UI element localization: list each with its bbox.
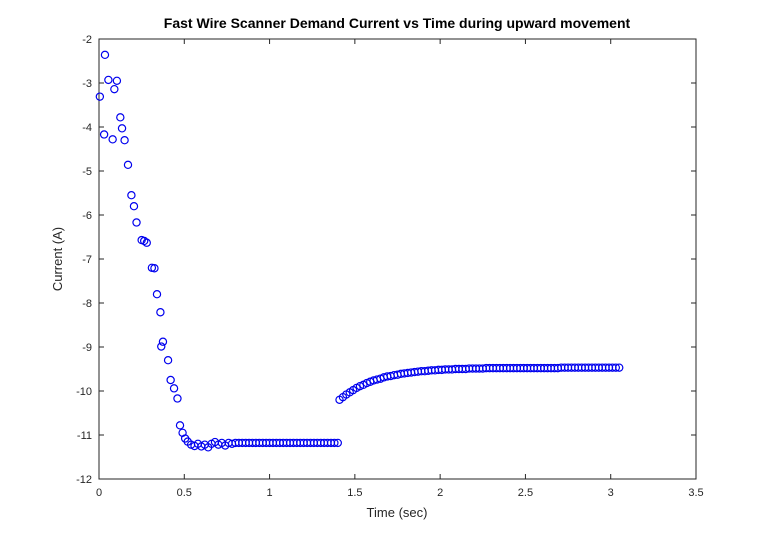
- data-point-marker: [158, 337, 168, 346]
- x-tick-label: 2.5: [518, 487, 533, 499]
- data-point-marker: [100, 50, 110, 60]
- y-tick-label: -12: [76, 474, 92, 486]
- data-point-marker: [99, 130, 109, 139]
- data-point-marker: [615, 363, 624, 372]
- y-tick-label: -9: [82, 342, 92, 354]
- data-point-marker: [142, 238, 151, 247]
- x-tick-label: 3: [608, 487, 614, 499]
- y-tick-label: -7: [82, 254, 92, 266]
- data-point-marker: [132, 218, 141, 227]
- data-point-marker: [112, 76, 122, 86]
- data-point-marker: [333, 438, 342, 448]
- data-point-marker: [104, 75, 113, 85]
- data-point-marker: [156, 308, 165, 317]
- x-axis-label: Time (sec): [367, 505, 428, 520]
- data-point-marker: [150, 264, 159, 273]
- y-tick-label: -5: [82, 166, 92, 178]
- y-tick-label: -2: [82, 34, 92, 46]
- data-point-marker: [110, 84, 119, 94]
- data-point-marker: [120, 135, 129, 145]
- data-point-marker: [175, 421, 185, 430]
- y-tick-label: -10: [76, 386, 92, 398]
- y-tick-label: -6: [82, 210, 92, 222]
- data-point-marker: [139, 236, 149, 246]
- x-tick-label: 0.5: [177, 487, 192, 499]
- tick-marks: [98, 38, 697, 480]
- chart-title: Fast Wire Scanner Demand Current vs Time…: [164, 15, 631, 31]
- plot-box: [98, 38, 697, 480]
- data-point-marker: [95, 92, 105, 101]
- data-point-marker: [129, 201, 139, 211]
- data-point-marker: [166, 375, 175, 385]
- data-point-marker: [330, 438, 339, 448]
- data-point-marker: [117, 124, 127, 133]
- y-tick-label: -11: [77, 430, 92, 442]
- y-tick-label: -3: [82, 78, 92, 90]
- x-tick-label: 1.5: [347, 487, 362, 499]
- data-point-marker: [157, 342, 166, 351]
- x-tick-label: 3.5: [688, 487, 703, 499]
- data-point-marker: [123, 160, 133, 170]
- data-point-marker: [169, 384, 179, 393]
- x-tick-label: 2: [437, 487, 443, 499]
- y-tick-label: -4: [82, 122, 92, 134]
- x-tick-label: 1: [267, 487, 273, 499]
- x-tick-label: 0: [96, 487, 102, 499]
- data-point-marker: [116, 113, 125, 122]
- scatter-series: [95, 50, 624, 452]
- x-tick-labels: 0 0.5 1 1.5 2 2.5 3 3.5: [96, 487, 704, 499]
- data-point-marker: [127, 190, 136, 200]
- y-axis-label: Current (A): [50, 227, 65, 291]
- data-point-marker: [163, 356, 173, 365]
- y-tick-label: -8: [82, 298, 92, 310]
- y-tick-labels: -12 -11 -10 -9 -8 -7 -6 -5 -4 -3 -2: [76, 34, 92, 486]
- data-point-marker: [152, 290, 162, 299]
- data-point-marker: [108, 135, 117, 144]
- data-point-marker: [611, 363, 621, 372]
- data-point-marker: [173, 394, 182, 403]
